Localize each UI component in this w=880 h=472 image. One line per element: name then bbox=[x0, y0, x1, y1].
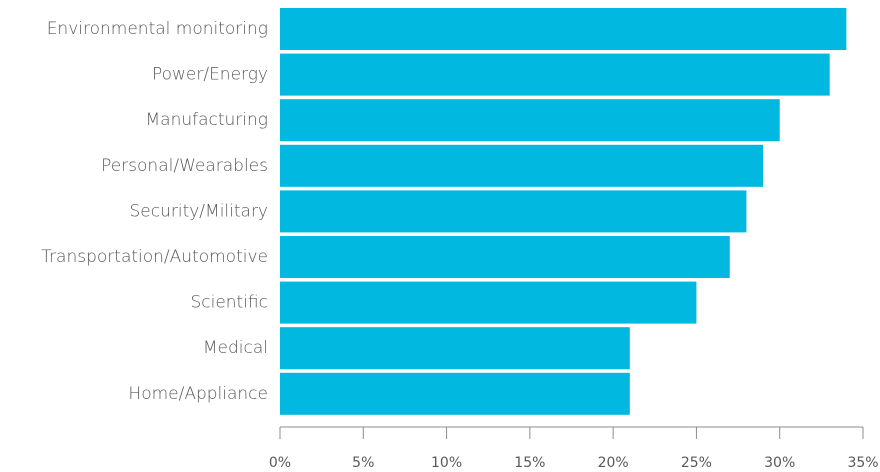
x-tick-label-6: 30% bbox=[764, 455, 795, 471]
category-label-7: Medical bbox=[203, 338, 268, 358]
bar-2 bbox=[280, 99, 780, 142]
category-label-4: Security/Military bbox=[129, 201, 268, 221]
x-tick-label-4: 20% bbox=[598, 455, 629, 471]
category-label-2: Manufacturing bbox=[145, 110, 268, 130]
bar-6 bbox=[280, 281, 697, 324]
bars-group bbox=[280, 8, 847, 415]
bar-7 bbox=[280, 327, 630, 370]
category-labels-group: Environmental monitoring Power/Energy Manu… bbox=[41, 19, 268, 404]
category-label-5: Transportation/Automotive bbox=[41, 247, 268, 267]
category-label-6: Scientific bbox=[190, 293, 268, 313]
category-label-8: Home/Appliance bbox=[128, 384, 268, 404]
bar-3 bbox=[280, 144, 764, 187]
x-tick-label-1: 5% bbox=[352, 455, 374, 471]
bar-4 bbox=[280, 190, 747, 233]
bar-1 bbox=[280, 53, 830, 96]
category-label-0: Environmental monitoring bbox=[47, 19, 268, 39]
category-label-1: Power/Energy bbox=[152, 65, 268, 85]
bar-8 bbox=[280, 372, 630, 415]
x-tick-label-7: 35% bbox=[847, 455, 878, 471]
x-tick-label-5: 25% bbox=[681, 455, 712, 471]
x-tick-label-2: 10% bbox=[431, 455, 462, 471]
bar-5 bbox=[280, 236, 730, 278]
x-tick-label-3: 15% bbox=[514, 455, 545, 471]
x-tick-label-0: 0% bbox=[269, 455, 291, 471]
bar-0 bbox=[280, 8, 847, 50]
category-label-3: Personal/Wearables bbox=[101, 156, 268, 176]
x-axis: 0% 5% 10% 15% 20% 25% 30% 35% bbox=[269, 426, 879, 471]
